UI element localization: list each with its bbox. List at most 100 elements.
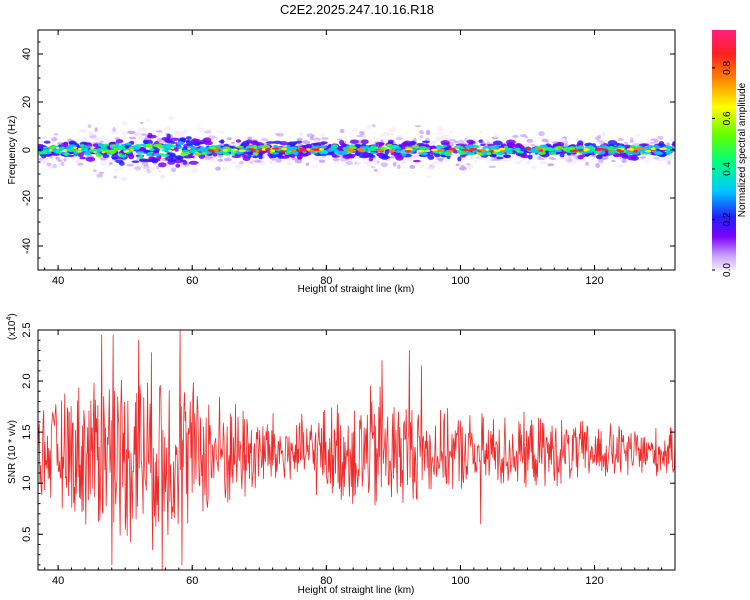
- snr-scale-close: ): [7, 313, 18, 316]
- heatmap-cell: [482, 151, 487, 156]
- heatmap-cell: [646, 139, 651, 143]
- heatmap-cell: [349, 139, 359, 144]
- heatmap-cell: [53, 132, 59, 136]
- heatmap-cell: [109, 146, 117, 149]
- heatmap-cell: [493, 132, 499, 138]
- heatmap-cell: [146, 118, 151, 123]
- heatmap-cell: [362, 161, 367, 165]
- snr-y-tick-label: 1.5: [21, 424, 33, 439]
- heatmap-cell: [99, 171, 105, 174]
- heatmap-cell: [644, 149, 652, 153]
- heatmap-cell: [78, 129, 87, 134]
- heatmap-cell: [141, 161, 149, 166]
- heatmap-cell: [217, 131, 226, 134]
- heatmap-cell: [359, 130, 365, 136]
- heatmap-cell: [100, 160, 107, 165]
- heatmap-cell: [38, 151, 42, 156]
- heatmap-cell: [409, 164, 415, 169]
- heatmap-cell: [252, 155, 259, 159]
- heatmap-cell: [492, 140, 503, 146]
- heatmap-cell: [250, 140, 259, 146]
- heatmap-cell: [654, 151, 662, 155]
- heatmap-cell: [583, 148, 589, 152]
- heatmap-cell: [118, 166, 124, 170]
- heatmap-cell: [119, 154, 127, 158]
- heatmap-cell: [445, 134, 450, 140]
- heatmap-cell: [650, 147, 656, 151]
- heatmap-cell: [170, 146, 175, 150]
- heatmap-cell: [49, 149, 53, 152]
- heatmap-cell: [57, 159, 63, 162]
- snr-y-tick-label: 2.0: [21, 373, 33, 388]
- heatmap-cell: [669, 137, 675, 142]
- heatmap-cell: [341, 150, 348, 154]
- heatmap-cell: [311, 156, 320, 160]
- heatmap-cell: [616, 148, 622, 152]
- heatmap-x-tick-label: 80: [320, 275, 332, 287]
- heatmap-cell: [588, 149, 594, 154]
- heatmap-cell: [134, 166, 142, 171]
- heatmap-cell: [123, 150, 128, 153]
- heatmap-x-ticks: 40 60 80 100 120: [44, 30, 676, 287]
- heatmap-cell: [468, 144, 476, 148]
- heatmap-cell: [355, 161, 362, 165]
- heatmap-cell: [598, 158, 604, 164]
- heatmap-cell: [418, 130, 425, 134]
- heatmap-cell: [590, 161, 598, 164]
- heatmap-cell: [109, 144, 117, 147]
- heatmap-cell: [425, 130, 431, 136]
- heatmap-cell: [667, 150, 675, 153]
- heatmap-cell: [420, 152, 428, 156]
- heatmap-cell: [145, 170, 154, 173]
- heatmap-cell: [85, 156, 96, 162]
- heatmap-cell: [626, 154, 637, 161]
- heatmap-cell: [371, 165, 375, 169]
- heatmap-cell: [235, 139, 242, 143]
- snr-series-line: [38, 330, 675, 570]
- heatmap-cell: [234, 164, 243, 169]
- heatmap-cell: [76, 160, 81, 163]
- heatmap-cell: [659, 147, 667, 151]
- heatmap-cell: [180, 137, 187, 142]
- heatmap-cell: [561, 156, 568, 160]
- heatmap-cell: [597, 147, 605, 151]
- heatmap-cell: [78, 138, 86, 142]
- heatmap-cell: [139, 143, 146, 146]
- heatmap-cell: [485, 152, 492, 156]
- colorbar-tick-label: 0.2: [722, 212, 733, 226]
- heatmap-cell: [503, 154, 512, 159]
- heatmap-cell: [635, 133, 641, 138]
- heatmap-cell: [151, 158, 159, 164]
- heatmap-cell: [90, 146, 94, 150]
- heatmap-cell: [60, 161, 65, 167]
- heatmap-cell: [187, 147, 191, 150]
- heatmap-cell: [186, 143, 194, 147]
- heatmap-cell: [193, 152, 201, 155]
- snr-x-tick-label: 40: [52, 575, 64, 587]
- heatmap-cell: [601, 131, 606, 136]
- heatmap-cell: [569, 149, 578, 153]
- heatmap-cell: [188, 160, 199, 165]
- heatmap-cell: [63, 141, 69, 146]
- heatmap-cell: [474, 160, 478, 164]
- heatmap-cell: [159, 174, 166, 179]
- heatmap-cell: [264, 148, 271, 151]
- snr-line-area: [38, 330, 675, 570]
- heatmap-cell: [38, 143, 44, 147]
- heatmap-cell: [290, 157, 299, 161]
- heatmap-cell: [457, 139, 465, 144]
- heatmap-cell: [143, 158, 151, 163]
- heatmap-cell: [672, 141, 675, 145]
- heatmap-cell: [260, 138, 269, 142]
- heatmap-cell: [320, 145, 327, 149]
- snr-x-tick-label: 120: [585, 575, 603, 587]
- heatmap-cell: [435, 132, 444, 135]
- heatmap-cell: [401, 152, 407, 157]
- heatmap-cell: [298, 131, 304, 136]
- heatmap-cell: [203, 130, 212, 134]
- heatmap-cell: [515, 161, 522, 165]
- heatmap-cell: [305, 162, 310, 167]
- heatmap-cell: [388, 132, 395, 136]
- heatmap-cell: [448, 139, 456, 142]
- heatmap-cell: [538, 155, 542, 160]
